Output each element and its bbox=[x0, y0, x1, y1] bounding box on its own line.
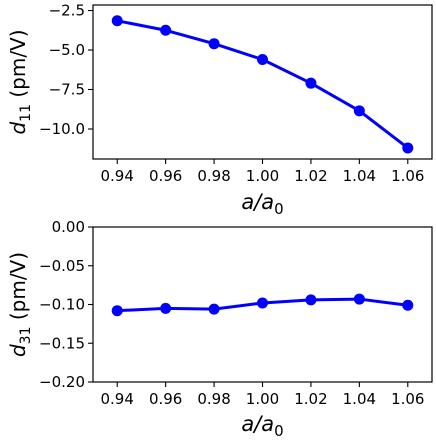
y-tick-label: −2.5 bbox=[49, 2, 85, 20]
y-axis-symbol: d bbox=[6, 122, 30, 135]
x-tick-label: 1.02 bbox=[294, 167, 327, 185]
x-tick-label: 0.94 bbox=[101, 167, 134, 185]
panel-d11: 0.94 0.96 0.98 1.00 1.02 1.04 1.06 −2.5 −5.0 −7.5… bbox=[6, 2, 433, 218]
data-point bbox=[208, 303, 220, 315]
x-tick-label: 1.06 bbox=[391, 390, 424, 408]
y-axis-unit: (pm/V) bbox=[6, 252, 30, 327]
y-axis-label: d11 (pm/V) bbox=[6, 29, 34, 134]
data-point bbox=[111, 305, 123, 317]
y-tick-label: −0.20 bbox=[39, 373, 85, 391]
x-tick-label: 0.94 bbox=[101, 390, 134, 408]
data-point bbox=[305, 294, 317, 306]
x-axis-subscript: 0 bbox=[274, 422, 284, 440]
y-tick-label: −10.0 bbox=[39, 120, 85, 138]
x-tick-label: 0.96 bbox=[149, 390, 182, 408]
plot-frame bbox=[92, 226, 433, 383]
y-tick-label: −5.0 bbox=[49, 41, 85, 59]
series-layer bbox=[111, 15, 414, 154]
y-axis-label: d31 (pm/V) bbox=[6, 252, 34, 357]
data-point bbox=[160, 24, 172, 36]
panel-d31: 0.94 0.96 0.98 1.00 1.02 1.04 1.06 0.00 −0.05 −0.… bbox=[6, 218, 433, 440]
data-point bbox=[353, 293, 365, 305]
data-point bbox=[111, 15, 123, 27]
x-tick-label: 1.06 bbox=[391, 167, 424, 185]
data-point bbox=[257, 297, 268, 309]
y-axis-symbol: d bbox=[6, 344, 30, 357]
y-axis-subscript: 11 bbox=[18, 104, 34, 122]
y-tick-label: −7.5 bbox=[49, 81, 85, 99]
x-tick-label: 1.02 bbox=[294, 390, 327, 408]
x-tick-label: 1.00 bbox=[246, 390, 279, 408]
data-point bbox=[353, 105, 365, 117]
data-point bbox=[402, 142, 414, 154]
data-point bbox=[257, 53, 268, 65]
x-axis-label: a/a0 bbox=[241, 412, 283, 440]
x-tick-label: 0.96 bbox=[149, 167, 182, 185]
x-tick-label: 1.04 bbox=[343, 390, 376, 408]
x-tick-label: 0.98 bbox=[197, 167, 230, 185]
tick-layer: 0.94 0.96 0.98 1.00 1.02 1.04 1.06 −2.5 −5.0 −7.5… bbox=[39, 2, 424, 185]
data-point bbox=[160, 302, 172, 314]
x-axis-symbol: a/a bbox=[241, 412, 274, 436]
x-axis-label: a/a0 bbox=[241, 190, 283, 218]
data-point bbox=[208, 38, 220, 50]
series-layer bbox=[111, 293, 414, 317]
y-tick-label: 0.00 bbox=[52, 218, 85, 236]
tick-layer: 0.94 0.96 0.98 1.00 1.02 1.04 1.06 0.00 −0.05 −0.… bbox=[39, 218, 424, 408]
data-point bbox=[305, 77, 317, 89]
x-axis-symbol: a/a bbox=[241, 190, 274, 214]
data-point bbox=[402, 299, 414, 311]
x-tick-label: 1.04 bbox=[343, 167, 376, 185]
y-tick-label: −0.15 bbox=[39, 334, 85, 352]
y-tick-label: −0.05 bbox=[39, 257, 85, 275]
y-axis-unit: (pm/V) bbox=[6, 29, 30, 104]
y-axis-subscript: 31 bbox=[18, 327, 34, 345]
plot-frame bbox=[92, 4, 433, 160]
x-tick-label: 1.00 bbox=[246, 167, 279, 185]
x-tick-label: 0.98 bbox=[197, 390, 230, 408]
y-tick-label: −0.10 bbox=[39, 296, 85, 314]
x-axis-subscript: 0 bbox=[274, 200, 284, 218]
